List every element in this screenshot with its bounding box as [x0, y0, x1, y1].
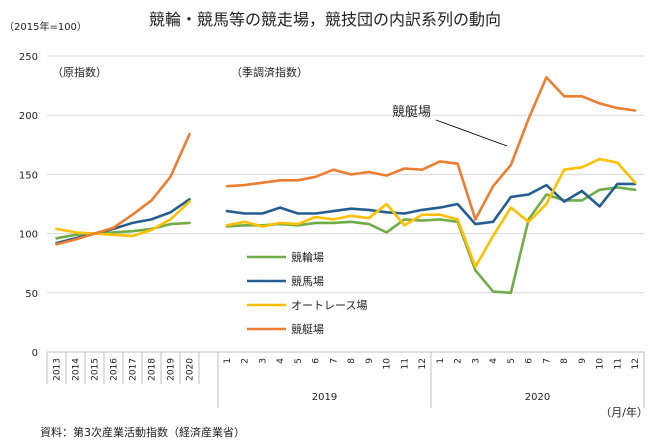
x-tick-label-month: 10	[383, 358, 393, 370]
y-tick-label: 250	[19, 52, 38, 63]
y-unit-label: （2015年=100）	[4, 20, 87, 33]
x-tick-label-year: 2014	[72, 358, 82, 381]
x-tick-label-year: 2015	[91, 358, 101, 381]
panel-label-monthly: （季調済指数）	[231, 65, 308, 79]
x-tick-label-month: 11	[613, 358, 623, 369]
panel-label-annual: （原指数）	[52, 65, 107, 79]
x-tick-label-month: 6	[312, 358, 322, 364]
series-line-monthly-競馬場	[225, 182, 637, 226]
legend-label: 競輪場	[291, 250, 324, 264]
x-tick-label-month: 1	[223, 358, 233, 364]
y-tick-label: 0	[32, 348, 38, 359]
x-tick-label-year: 2018	[148, 358, 158, 381]
x-tick-label-month: 5	[507, 358, 517, 364]
x-tick-label-month: 8	[560, 358, 570, 364]
chart-title: 競輪・競馬等の競走場，競技団の内訳系列の動向	[149, 10, 501, 29]
series-line-annual-競艇場	[55, 132, 191, 246]
x-tick-label-month: 8	[347, 358, 357, 364]
series-lines	[55, 76, 637, 295]
x-tick-label-month: 5	[294, 358, 304, 364]
x-tick-label-month: 12	[631, 358, 641, 369]
series-line-annual-競輪場	[55, 221, 191, 240]
legend-label: 競馬場	[291, 274, 324, 288]
x-group-label: 2020	[525, 392, 550, 403]
x-tick-label-month: 11	[400, 358, 410, 369]
x-tick-label-month: 10	[596, 358, 606, 370]
x-tick-label-year: 2019	[167, 358, 177, 381]
x-tick-label-month: 4	[489, 358, 499, 364]
x-tick-label-month: 9	[365, 358, 375, 364]
x-axis: 2013 2014 2015 2016 2017 2018 2019 2020 1 2 3 4 5 6 7 8…	[46, 351, 645, 408]
x-tick-label-month: 7	[329, 358, 339, 364]
x-tick-label-month: 3	[258, 358, 268, 364]
x-tick-label-month: 9	[578, 358, 588, 364]
legend-label: オートレース場	[291, 299, 367, 312]
x-tick-label-month: 12	[418, 358, 428, 369]
chart-labels: 競輪・競馬等の競走場，競技団の内訳系列の動向 （2015年=100） （原指数）…	[4, 10, 648, 439]
x-unit-label: （月/年）	[600, 405, 648, 419]
x-tick-label-month: 4	[276, 358, 286, 364]
x-group-label: 2019	[312, 392, 337, 403]
series-line-annual-オートレース場	[55, 200, 191, 238]
series-line-monthly-競艇場	[225, 76, 637, 221]
y-tick-label: 150	[19, 170, 38, 181]
annotation-label: 競艇場	[392, 105, 431, 120]
annotation-leader	[435, 119, 508, 147]
x-tick-label-month: 2	[454, 358, 464, 364]
legend-label: 競艇場	[291, 322, 324, 336]
x-tick-label-month: 7	[542, 358, 552, 364]
source-note: 資料：第3次産業活動指数（経済産業省）	[40, 425, 245, 439]
series-line-monthly-競輪場	[225, 186, 637, 295]
x-tick-label-year: 2020	[186, 358, 196, 381]
grid-lines	[47, 55, 644, 294]
x-tick-label-month: 1	[436, 358, 446, 364]
series-line-monthly-オートレース場	[225, 157, 637, 269]
y-tick-label: 200	[19, 111, 38, 122]
x-tick-label-year: 2013	[53, 358, 63, 381]
y-tick-label: 100	[19, 230, 38, 241]
y-axis: 0 50 100 150 200 250	[19, 52, 38, 359]
x-tick-label-month: 3	[471, 358, 481, 364]
x-tick-label-month: 6	[525, 358, 535, 364]
y-tick-label: 50	[25, 289, 38, 300]
x-tick-label-month: 2	[241, 358, 251, 364]
x-tick-label-year: 2017	[129, 358, 139, 381]
x-tick-label-year: 2016	[110, 358, 120, 381]
